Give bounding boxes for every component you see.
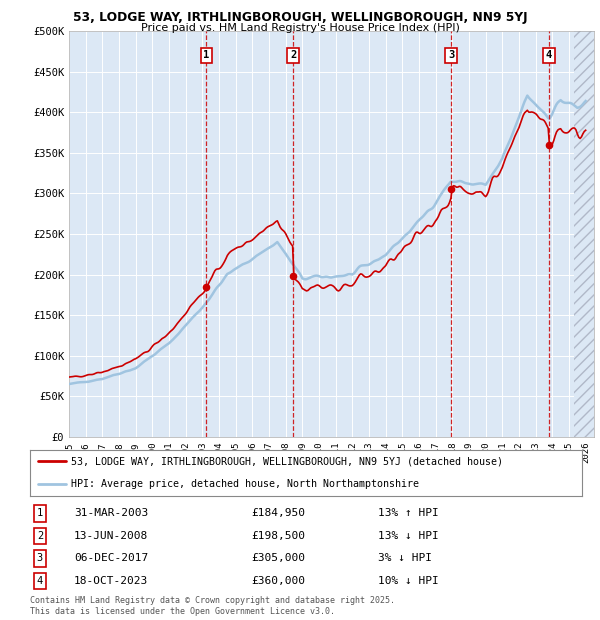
Point bbox=[544, 140, 554, 149]
Text: Price paid vs. HM Land Registry's House Price Index (HPI): Price paid vs. HM Land Registry's House … bbox=[140, 23, 460, 33]
Bar bbox=[574, 31, 599, 437]
Text: 53, LODGE WAY, IRTHLINGBOROUGH, WELLINGBOROUGH, NN9 5YJ: 53, LODGE WAY, IRTHLINGBOROUGH, WELLINGB… bbox=[73, 11, 527, 24]
Text: £360,000: £360,000 bbox=[251, 576, 305, 586]
Point bbox=[202, 282, 211, 292]
Text: Contains HM Land Registry data © Crown copyright and database right 2025.
This d: Contains HM Land Registry data © Crown c… bbox=[30, 596, 395, 616]
Text: 13% ↑ HPI: 13% ↑ HPI bbox=[378, 508, 439, 518]
Text: 06-DEC-2017: 06-DEC-2017 bbox=[74, 554, 148, 564]
Text: 1: 1 bbox=[37, 508, 43, 518]
Text: 3: 3 bbox=[448, 50, 454, 60]
Text: 3% ↓ HPI: 3% ↓ HPI bbox=[378, 554, 432, 564]
Text: 53, LODGE WAY, IRTHLINGBOROUGH, WELLINGBOROUGH, NN9 5YJ (detached house): 53, LODGE WAY, IRTHLINGBOROUGH, WELLINGB… bbox=[71, 456, 503, 466]
Text: 2: 2 bbox=[290, 50, 296, 60]
Text: 18-OCT-2023: 18-OCT-2023 bbox=[74, 576, 148, 586]
Text: 1: 1 bbox=[203, 50, 209, 60]
Text: £184,950: £184,950 bbox=[251, 508, 305, 518]
Text: 3: 3 bbox=[37, 554, 43, 564]
Text: 2: 2 bbox=[37, 531, 43, 541]
Text: 31-MAR-2003: 31-MAR-2003 bbox=[74, 508, 148, 518]
Text: £305,000: £305,000 bbox=[251, 554, 305, 564]
Text: HPI: Average price, detached house, North Northamptonshire: HPI: Average price, detached house, Nort… bbox=[71, 479, 419, 489]
Text: 4: 4 bbox=[37, 576, 43, 586]
Point bbox=[289, 271, 298, 281]
Point bbox=[446, 184, 456, 194]
Text: £198,500: £198,500 bbox=[251, 531, 305, 541]
Text: 13-JUN-2008: 13-JUN-2008 bbox=[74, 531, 148, 541]
Text: 10% ↓ HPI: 10% ↓ HPI bbox=[378, 576, 439, 586]
Text: 4: 4 bbox=[546, 50, 552, 60]
Text: 13% ↓ HPI: 13% ↓ HPI bbox=[378, 531, 439, 541]
